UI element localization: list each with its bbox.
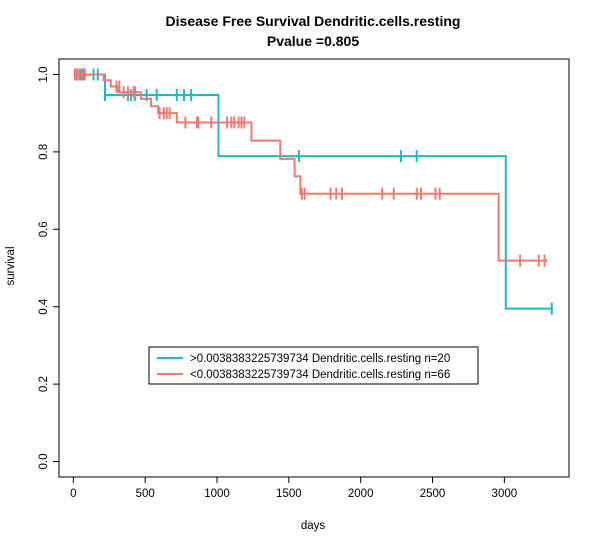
x-tick-label: 1500 <box>276 488 302 500</box>
y-tick-label: 0.2 <box>38 376 50 392</box>
x-tick-label: 0 <box>70 488 76 500</box>
y-tick-label: 0.6 <box>38 221 50 237</box>
y-tick-label: 1.0 <box>38 66 50 82</box>
series-2-survival-curve <box>73 73 548 262</box>
y-tick-label: 0.0 <box>38 454 50 470</box>
legend-entry: >0.0038383225739734 Dendritic.cells.rest… <box>190 353 450 365</box>
x-tick-label: 3000 <box>492 488 518 500</box>
x-axis-label: days <box>301 520 326 532</box>
series-1-survival-curve <box>73 73 552 310</box>
x-tick-label: 500 <box>136 488 155 500</box>
x-tick-label: 2500 <box>420 488 446 500</box>
legend-entry: <0.0038383225739734 Dendritic.cells.rest… <box>190 369 450 381</box>
plot-frame <box>58 58 570 478</box>
legend: >0.0038383225739734 Dendritic.cells.rest… <box>148 346 479 385</box>
x-tick-label: 1000 <box>204 488 230 500</box>
y-axis-label: survival <box>5 247 17 286</box>
y-tick-label: 0.8 <box>38 144 50 160</box>
axes: 0 500 1000 1500 2000 2500 3000 0.0 0.2 0.4 0.6 0.8 1… <box>38 66 517 500</box>
series-1 <box>73 68 553 315</box>
series-2 <box>73 68 548 267</box>
y-tick-label: 0.4 <box>38 298 50 315</box>
chart-title: Disease Free Survival Dendritic.cells.re… <box>166 13 461 29</box>
series-layer <box>73 68 553 315</box>
chart-subtitle: Pvalue =0.805 <box>267 33 359 49</box>
legend-box <box>148 346 479 385</box>
x-tick-label: 2000 <box>348 488 374 500</box>
